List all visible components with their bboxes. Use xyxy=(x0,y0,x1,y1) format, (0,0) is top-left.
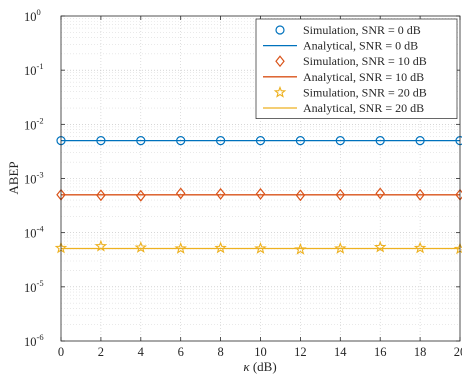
x-tick-label: 4 xyxy=(138,345,145,359)
x-tick-label: 8 xyxy=(217,345,223,359)
data-point xyxy=(215,187,226,200)
legend-entry-label: Analytical, SNR = 10 dB xyxy=(303,70,424,84)
y-tick-exponent: 0 xyxy=(37,7,41,17)
y-tick-exponent: -4 xyxy=(37,224,45,234)
y-tick-exponent: -1 xyxy=(37,61,44,71)
data-point xyxy=(295,189,306,202)
y-axis-label: ABEP xyxy=(6,161,21,194)
legend-entry-label: Simulation, SNR = 20 dB xyxy=(303,85,427,99)
legend-box xyxy=(255,18,458,119)
data-point xyxy=(175,187,186,200)
data-point xyxy=(334,241,347,254)
data-point xyxy=(375,187,385,200)
series-2 xyxy=(56,187,462,202)
x-axis-unit: (dB) xyxy=(250,359,277,374)
series-4 xyxy=(54,239,462,255)
y-tick-base: 10 xyxy=(24,227,37,241)
y-tick-label: 100 xyxy=(24,7,41,24)
x-tick-label: 0 xyxy=(58,345,64,359)
data-point xyxy=(373,240,387,253)
x-tick-label: 14 xyxy=(334,345,347,359)
x-axis-label: κ (dB) xyxy=(243,359,276,374)
legend-entry-label: Analytical, SNR = 20 dB xyxy=(303,101,424,115)
y-tick-exponent: -5 xyxy=(37,278,44,288)
axis-ticks: 0246810121416182010-610-510-410-310-210-… xyxy=(24,7,462,359)
data-point xyxy=(413,241,427,254)
y-tick-base: 10 xyxy=(24,335,37,349)
y-tick-exponent: -3 xyxy=(37,170,44,180)
y-tick-base: 10 xyxy=(24,10,37,24)
kappa-symbol: κ xyxy=(243,359,250,374)
y-tick-exponent: -6 xyxy=(37,332,44,342)
y-tick-label: 10-6 xyxy=(24,332,44,349)
data-point xyxy=(254,241,267,254)
legend-marker-swatch xyxy=(273,85,287,98)
x-tick-label: 16 xyxy=(374,345,387,359)
x-tick-label: 2 xyxy=(98,345,104,359)
y-tick-base: 10 xyxy=(24,173,37,187)
x-tick-label: 10 xyxy=(254,345,267,359)
y-tick-label: 10-5 xyxy=(24,278,44,295)
legend-entry-label: Simulation, SNR = 0 dB xyxy=(303,23,421,37)
y-tick-base: 10 xyxy=(24,64,37,78)
legend-entry-label: Analytical, SNR = 0 dB xyxy=(303,39,418,53)
data-point xyxy=(294,242,307,255)
y-tick-label: 10-1 xyxy=(24,61,44,78)
series-layer xyxy=(54,136,462,255)
legend: Simulation, SNR = 0 dB Analytical, SNR = … xyxy=(255,18,458,119)
data-point xyxy=(214,241,227,254)
x-tick-label: 12 xyxy=(294,345,307,359)
legend-entry-label: Simulation, SNR = 10 dB xyxy=(303,54,427,68)
y-tick-base: 10 xyxy=(24,118,37,132)
data-point xyxy=(174,241,187,254)
data-point xyxy=(255,187,266,200)
x-tick-label: 18 xyxy=(414,345,427,359)
data-point xyxy=(415,188,425,201)
x-tick-label: 20 xyxy=(454,345,462,359)
y-tick-label: 10-2 xyxy=(24,115,44,132)
legend-marker-swatch xyxy=(275,25,285,35)
y-tick-exponent: -2 xyxy=(37,115,44,125)
y-tick-label: 10-3 xyxy=(24,170,44,187)
data-point xyxy=(136,189,146,202)
data-point xyxy=(335,188,346,201)
data-point xyxy=(134,241,148,253)
legend-marker-swatch xyxy=(275,55,285,68)
x-tick-label: 6 xyxy=(178,345,184,359)
y-tick-base: 10 xyxy=(24,281,37,295)
y-tick-label: 10-4 xyxy=(24,224,44,241)
data-point xyxy=(96,189,106,202)
